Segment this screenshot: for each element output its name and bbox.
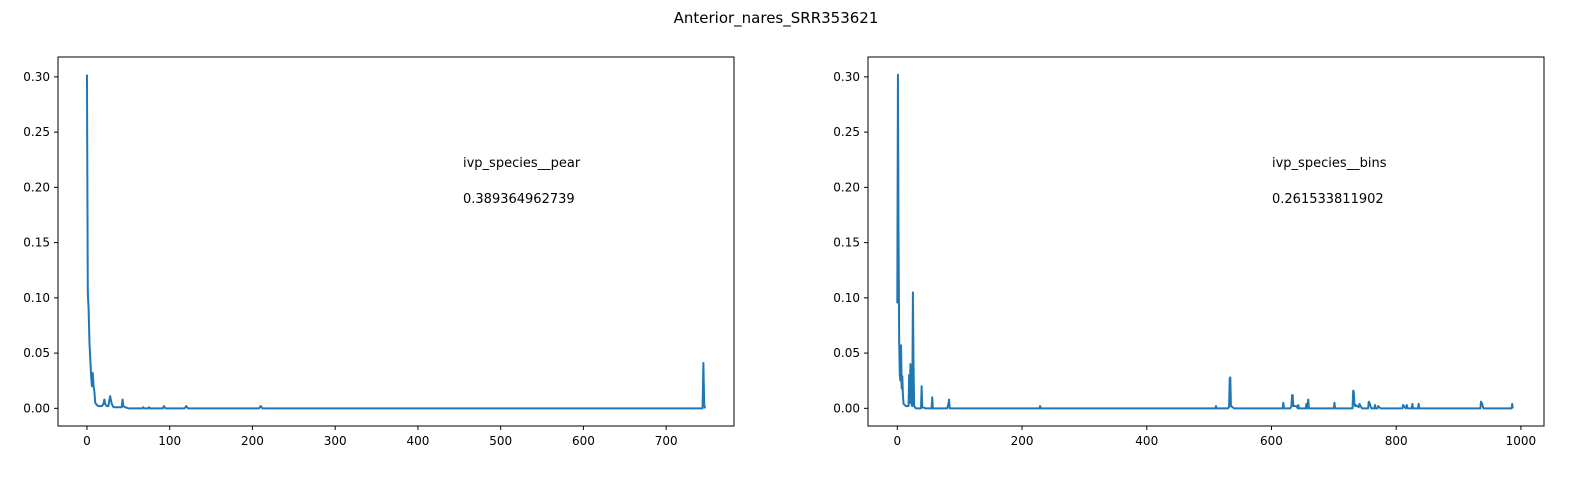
left-y-axis: 0.00 0.05 0.10 0.15 0.20 0.25 0.30	[23, 70, 58, 415]
y-tick-label: 0.00	[833, 401, 860, 415]
y-tick-label: 0.15	[23, 236, 50, 250]
left-annotation-label: ivp_species__pear	[463, 156, 581, 171]
x-tick-label: 100	[158, 434, 181, 448]
x-tick-label: 300	[324, 434, 347, 448]
x-tick-label: 400	[406, 434, 429, 448]
y-tick-label: 0.10	[833, 291, 860, 305]
x-tick-label: 200	[1011, 434, 1034, 448]
left-annotation-value: 0.389364962739	[463, 192, 575, 207]
right-subplot: 0 200 400 600 800 1000 0.000.050.100.150.200.…	[833, 56, 1545, 448]
y-tick-label: 0.30	[23, 70, 50, 84]
right-annotation-label: ivp_species__bins	[1272, 156, 1387, 171]
y-tick-label: 0.05	[23, 346, 50, 360]
x-tick-label: 800	[1385, 434, 1408, 448]
x-tick-label: 1000	[1506, 434, 1537, 448]
x-tick-label: 0	[893, 434, 901, 448]
x-tick-label: 500	[489, 434, 512, 448]
x-tick-label: 400	[1135, 434, 1158, 448]
right-x-axis: 0 200 400 600 800 1000	[893, 426, 1536, 448]
y-tick-label: 0.25	[23, 125, 50, 139]
left-series-line	[85, 74, 707, 410]
y-tick-label: 0.05	[833, 346, 860, 360]
right-axes-frame	[867, 56, 1545, 427]
x-tick-label: 700	[655, 434, 678, 448]
y-tick-label: 0.20	[833, 180, 860, 194]
left-subplot: 0 100 200 300 400 500 600 700 0.000.050.100.150…	[23, 56, 735, 448]
x-tick-label: 600	[1260, 434, 1283, 448]
left-x-axis: 0 100 200 300 400 500 600 700	[83, 426, 678, 448]
x-tick-label: 0	[83, 434, 91, 448]
y-tick-label: 0.20	[23, 180, 50, 194]
figure-title: Anterior_nares_SRR353621	[674, 9, 879, 28]
left-axes-frame	[57, 56, 735, 427]
x-tick-label: 200	[241, 434, 264, 448]
y-tick-label: 0.25	[833, 125, 860, 139]
y-tick-label: 0.00	[23, 401, 50, 415]
x-tick-label: 600	[572, 434, 595, 448]
right-series-line	[896, 73, 1514, 410]
y-tick-label: 0.30	[833, 70, 860, 84]
y-tick-label: 0.10	[23, 291, 50, 305]
right-annotation-value: 0.261533811902	[1272, 192, 1384, 207]
right-y-axis: 0.00 0.05 0.10 0.15 0.20 0.25 0.30	[833, 70, 868, 415]
y-tick-label: 0.15	[833, 236, 860, 250]
